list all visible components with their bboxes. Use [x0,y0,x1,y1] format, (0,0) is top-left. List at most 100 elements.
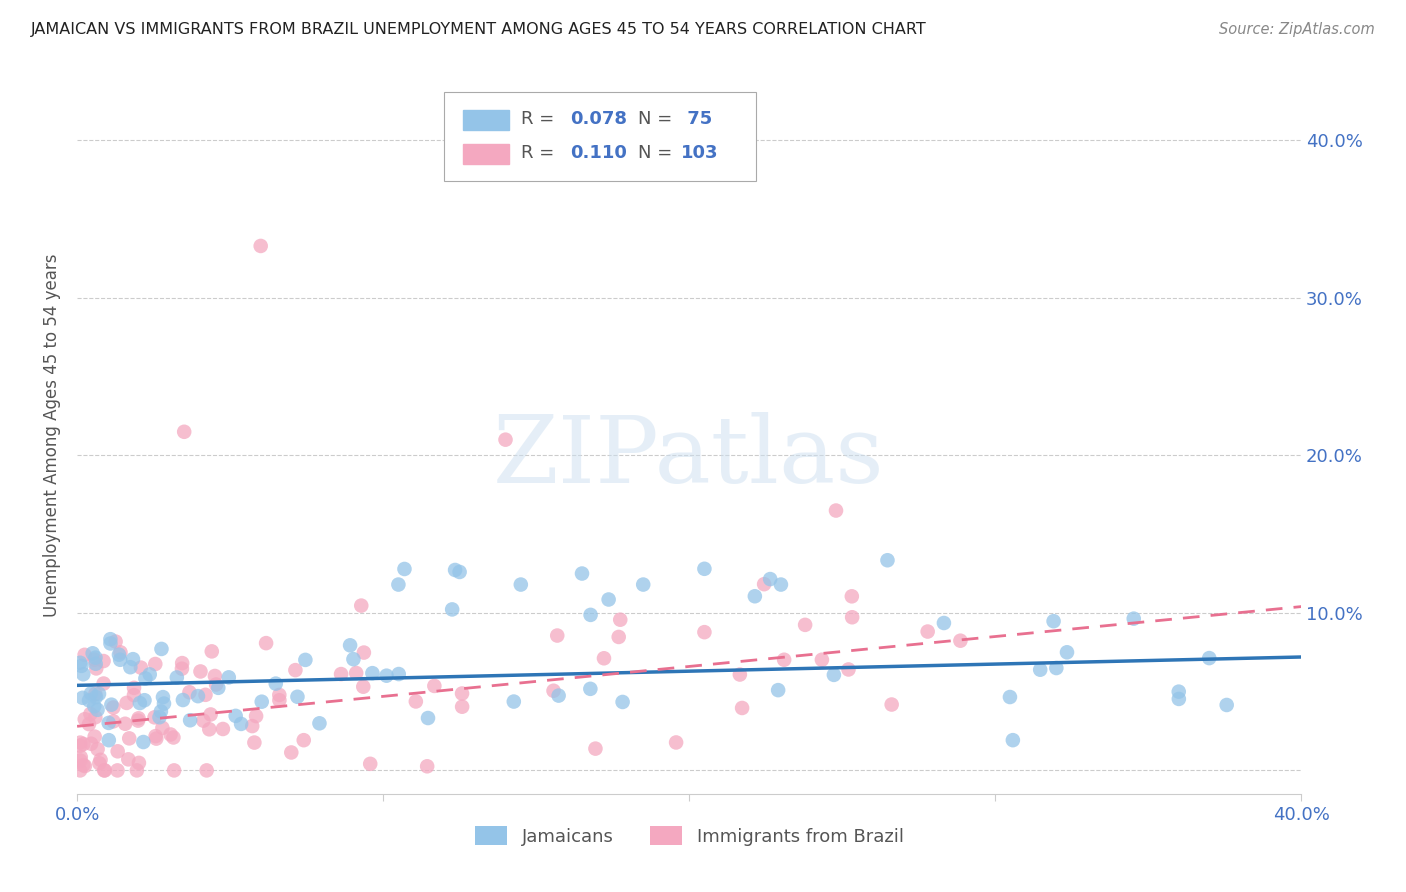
Point [949,633,972,648]
Point [86,742,108,756]
Point [143,710,166,724]
Point [172,693,194,707]
Point [612,695,634,709]
Point [97,715,120,730]
Point [769,577,792,591]
Point [114,716,136,731]
Point [118,731,141,746]
Point [163,764,186,778]
Point [93,676,115,690]
Point [287,690,309,704]
Point [69,656,91,670]
Point [84,661,107,675]
Point [72,758,94,772]
Point [998,690,1021,704]
Point [166,671,188,685]
FancyBboxPatch shape [444,92,756,181]
Point [73,712,96,726]
Text: 75: 75 [681,110,711,128]
Point [84,710,107,724]
Point [86,703,108,717]
Point [344,665,367,680]
Point [1122,612,1144,626]
Point [731,701,754,715]
Point [375,668,398,682]
Point [100,698,122,712]
Point [84,687,107,701]
Point [444,563,467,577]
Point [294,653,316,667]
Point [631,577,654,591]
Point [394,562,416,576]
Point [841,590,863,604]
Point [405,694,427,708]
Point [80,737,103,751]
Point [73,648,96,662]
Point [509,577,531,591]
Point [172,656,194,670]
Point [744,589,766,603]
Point [77,717,100,731]
Point [69,764,91,778]
FancyBboxPatch shape [463,145,509,164]
Point [280,746,302,760]
Text: 0.110: 0.110 [571,145,627,162]
Point [269,688,291,702]
Point [150,642,173,657]
Point [388,667,411,681]
Point [128,756,150,770]
Point [254,636,277,650]
Point [1215,698,1237,712]
Point [84,690,107,704]
Point [128,696,150,710]
Point [187,689,209,703]
Point [502,695,524,709]
Point [350,599,373,613]
Point [115,696,138,710]
Point [87,687,110,701]
Point [190,665,212,679]
Point [108,653,131,667]
Point [245,709,267,723]
Y-axis label: Unemployment Among Ages 45 to 54 years: Unemployment Among Ages 45 to 54 years [44,254,60,617]
Point [122,681,145,695]
Point [108,648,131,662]
Point [1045,661,1067,675]
Point [693,562,716,576]
Point [134,693,156,707]
Point [100,636,122,650]
Point [361,666,384,681]
Point [264,676,287,690]
Point [449,565,471,579]
Point [198,723,221,737]
Point [811,653,834,667]
Point [152,690,174,705]
Point [84,657,107,671]
Point [69,739,91,753]
Point [194,688,217,702]
Point [766,683,789,698]
Text: 0.078: 0.078 [571,110,627,128]
Point [598,592,620,607]
Point [93,654,115,668]
Point [330,667,353,681]
Point [107,764,129,778]
Point [83,730,105,744]
Point [70,659,93,673]
Point [308,716,330,731]
Point [1056,645,1078,659]
Point [841,610,863,624]
Point [117,752,139,766]
Point [579,607,602,622]
Point [250,695,273,709]
Point [89,756,111,771]
Point [90,753,112,767]
Point [218,670,240,684]
Point [79,706,101,721]
Point [193,714,215,728]
Point [69,754,91,768]
Point [773,653,796,667]
Point [110,645,132,659]
Point [352,680,374,694]
Point [225,709,247,723]
